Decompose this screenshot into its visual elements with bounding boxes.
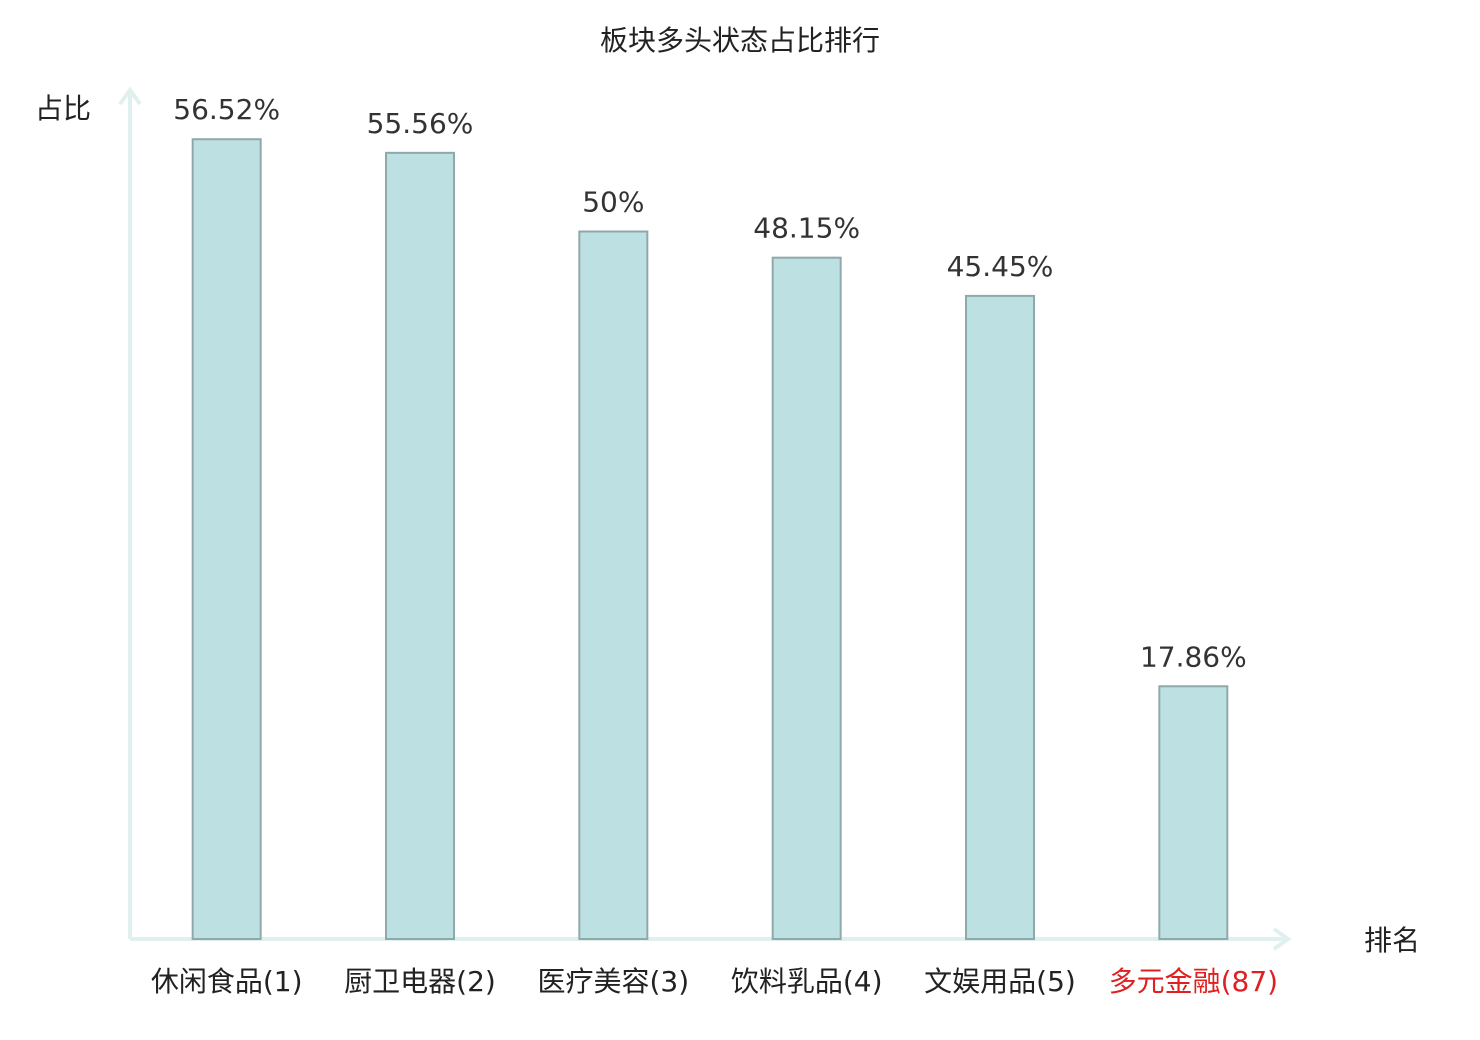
x-axis-label: 排名	[1364, 924, 1420, 957]
value-label: 55.56%	[367, 107, 474, 140]
x-tick-label: 医疗美容(3)	[537, 965, 689, 998]
value-label: 56.52%	[173, 93, 280, 126]
x-tick-label: 休闲食品(1)	[151, 965, 303, 998]
value-label: 17.86%	[1140, 640, 1247, 673]
x-arrow	[1272, 927, 1292, 951]
bar	[385, 151, 455, 941]
y-axis-label: 占比	[35, 92, 91, 125]
value-label: 48.15%	[753, 212, 860, 245]
value-label: 50%	[582, 186, 644, 219]
bar	[1158, 685, 1229, 940]
value-label: 45.45%	[947, 250, 1054, 283]
bar	[578, 230, 649, 940]
bar	[191, 138, 262, 940]
x-tick-label: 文娱用品(5)	[924, 965, 1076, 998]
axes	[118, 86, 1292, 951]
x-tick-label: 多元金融(87)	[1109, 965, 1278, 998]
y-arrow	[118, 86, 142, 106]
bar	[965, 294, 1035, 940]
chart-title: 板块多头状态占比排行	[600, 24, 880, 57]
x-tick-label: 厨卫电器(2)	[344, 965, 496, 998]
x-tick-label: 饮料乳品(4)	[731, 965, 883, 998]
bar	[771, 256, 842, 940]
